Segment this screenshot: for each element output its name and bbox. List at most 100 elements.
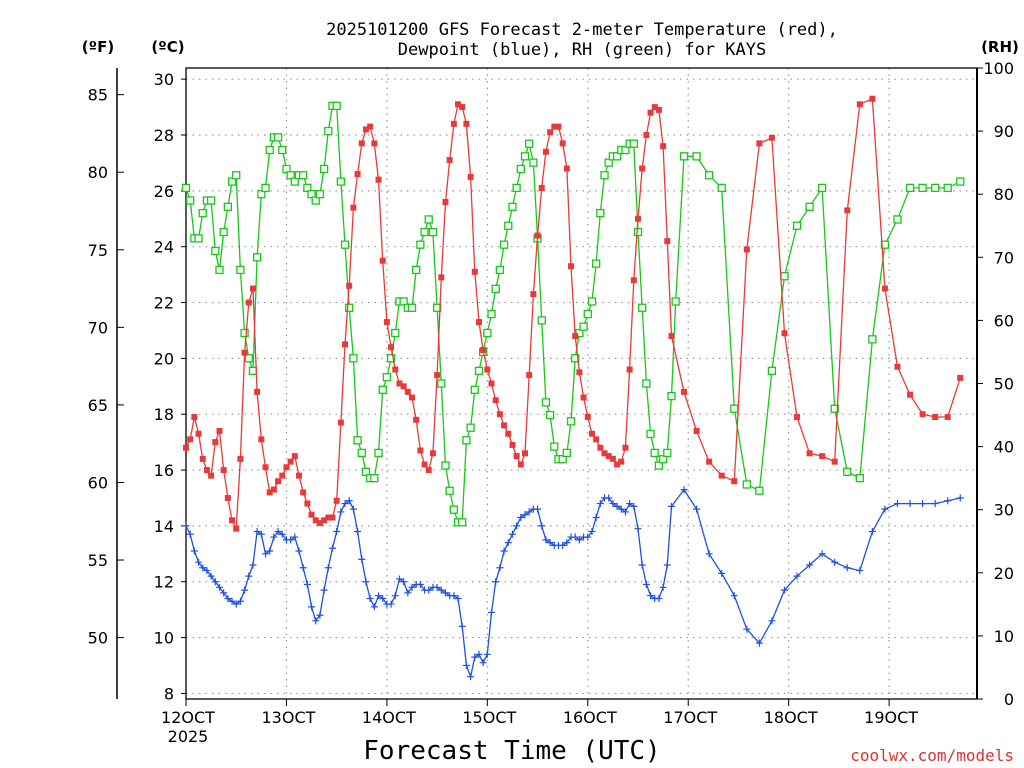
rh-point [893,215,902,224]
temperature-point [316,520,323,527]
rh-point [236,265,245,275]
fahrenheit-tick-label: 65 [88,396,108,415]
x-tick-label: 18OCT [764,708,818,727]
rh-point [462,436,471,445]
rh-point [805,202,814,211]
dewpoint-point [538,522,546,530]
temperature-point [655,106,662,113]
dewpoint-point [387,600,395,608]
dewpoint-point [667,502,675,510]
rh-point [579,322,588,331]
rh-tick-label: 60 [994,311,1014,330]
rh-point [340,240,350,249]
dewpoint-point [743,625,751,633]
rh-tick-label: 90 [994,122,1014,141]
rh-point [336,177,346,186]
rh-point [566,417,576,426]
temperature-point [396,380,403,387]
x-tick-label: 12OCT [161,708,215,727]
dewpoint-point [291,533,299,541]
temperature-point [819,453,826,460]
rh-point [604,158,613,167]
dewpoint-point [257,530,265,538]
fahrenheit-tick-label: 70 [88,318,108,337]
rh-point [307,190,316,199]
temperature-point [375,176,382,183]
rh-point [466,423,475,432]
rh-point [843,467,852,476]
rh-point [353,436,362,445]
rh-point [299,171,308,180]
rh-point [206,196,216,205]
temperature-point [417,447,424,454]
temperature-point [907,391,914,398]
temperature-point [362,126,369,133]
dewpoint-point [693,505,701,513]
rh-point [215,265,224,275]
dewpoint-point [274,527,282,535]
rh-point [499,240,509,249]
temperature-point [266,489,273,496]
temperature-point [547,129,554,136]
temperature-point [187,436,194,443]
rh-point [407,303,417,312]
temperature-point [681,388,688,395]
x-tick-label: 14OCT [362,708,416,727]
temperature-point [392,366,399,373]
temperature-point [291,453,298,460]
temperature-point [425,467,432,474]
dewpoint-point [496,564,504,572]
dewpoint-point [220,589,228,597]
rh-point [654,461,664,470]
x-axis-label: Forecast Time (UTC) [363,736,660,766]
dewpoint-point [287,536,295,544]
x-tick-label: 17OCT [663,708,717,727]
dewpoint-point [312,617,320,625]
rh-point [374,448,383,458]
temperature-point [342,341,349,348]
temperature-point [944,414,951,421]
rh-point [704,171,714,180]
rh-point [587,297,597,306]
rh-point [529,158,538,167]
dewpoint-point [768,617,776,625]
dewpoint-point [241,586,249,594]
rh-point [491,284,500,294]
dewpoint-point [730,592,738,600]
dewpoint-point [626,500,634,508]
temperature-point [513,453,520,460]
temperature-point [249,285,256,292]
dewpoint-point [211,578,219,586]
temperature-point [957,374,964,381]
rh-point [428,227,438,237]
temperature-point [559,140,566,147]
temperature-point [496,411,503,418]
temperature-point [580,394,587,401]
rh-point [265,145,274,155]
rh-tick-label: 70 [994,248,1014,267]
rh-point [420,227,429,237]
temperature-point [542,148,549,155]
temperature-point [358,140,365,147]
temperature-point [287,458,294,465]
rh-point [324,126,333,136]
dewpoint-point [375,592,383,600]
temperature-point [275,478,282,485]
x-tick-label: 15OCT [462,708,516,727]
temperature-point [245,299,252,306]
rh-point [742,480,751,489]
dewpoint-point [571,533,579,541]
temperature-point [450,120,457,127]
temperature-point [229,517,236,524]
temperature-point [538,185,545,192]
temperature-point [421,461,428,468]
temperature-point [195,430,202,437]
temperature-point [609,455,616,462]
dewpoint-point [492,578,500,586]
temperature-point [639,165,646,172]
temperature-point [379,257,386,264]
rh-point [303,183,312,193]
dewpoint-point [379,594,387,602]
temperature-point [484,366,491,373]
temperature-point [618,458,625,465]
